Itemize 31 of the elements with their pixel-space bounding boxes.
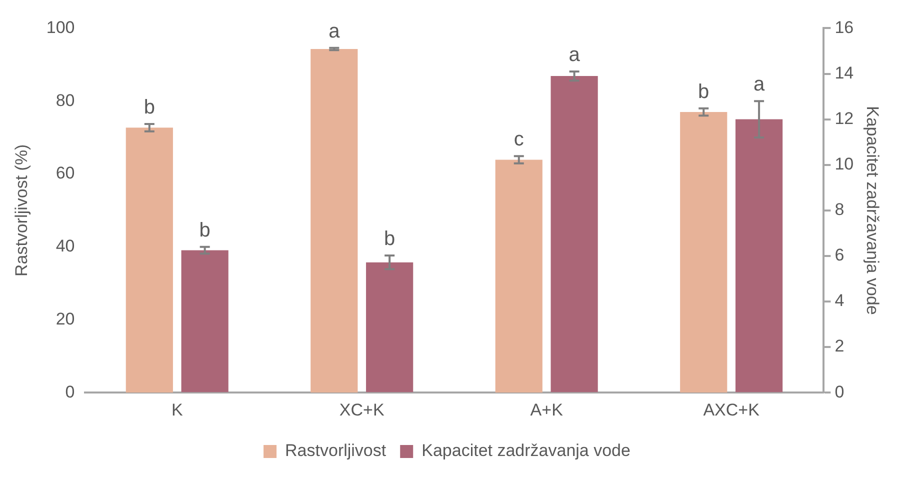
data-label: b	[144, 96, 155, 119]
data-label: b	[698, 80, 710, 103]
y-tick-label: 100	[46, 18, 75, 37]
x-tick-label: XC+K	[339, 400, 385, 420]
x-tick-label: A+K	[530, 400, 564, 420]
y-axis-title: Rastvorljivost (%)	[12, 144, 31, 277]
y2-tick-label: 2	[834, 336, 844, 356]
data-label: a	[753, 74, 766, 96]
y2-tick-label: 4	[834, 291, 844, 310]
y2-tick-label: 14	[834, 63, 854, 82]
y2-tick-label: 8	[834, 200, 844, 220]
y-tick-label: 60	[56, 164, 75, 183]
legend-label: Rastvorljivost	[285, 441, 386, 460]
data-label: b	[384, 228, 396, 250]
legend-label: Kapacitet zadržavanja vode	[422, 441, 630, 460]
y-tick-label: 80	[56, 90, 75, 110]
data-label: b	[199, 219, 210, 242]
y2-tick-label: 0	[834, 382, 844, 402]
x-tick-label: K	[171, 400, 184, 420]
y2-tick-label: 12	[834, 108, 854, 128]
y2-tick-label: 16	[834, 18, 854, 37]
data-label: a	[328, 20, 341, 42]
y-tick-label: 40	[56, 236, 75, 256]
y2-tick-label: 10	[834, 154, 854, 174]
x-tick-label: AXC+K	[703, 400, 760, 420]
y2-axis-title: Kapacitet zadržavanja vode	[863, 106, 882, 315]
data-label: a	[568, 44, 581, 66]
y-tick-label: 20	[56, 309, 75, 328]
y-tick-label: 0	[65, 382, 75, 402]
y2-tick-label: 6	[834, 246, 844, 265]
data-label: c	[514, 128, 524, 151]
